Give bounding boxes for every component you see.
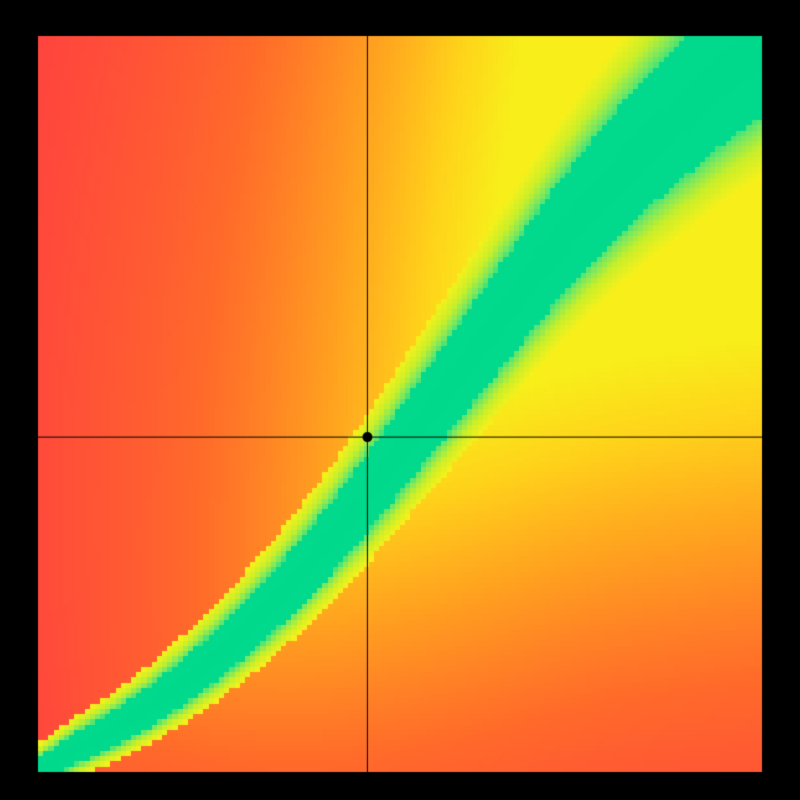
chart-container: TheBottleneck.com: [0, 0, 800, 800]
heatmap-canvas: [0, 0, 800, 800]
